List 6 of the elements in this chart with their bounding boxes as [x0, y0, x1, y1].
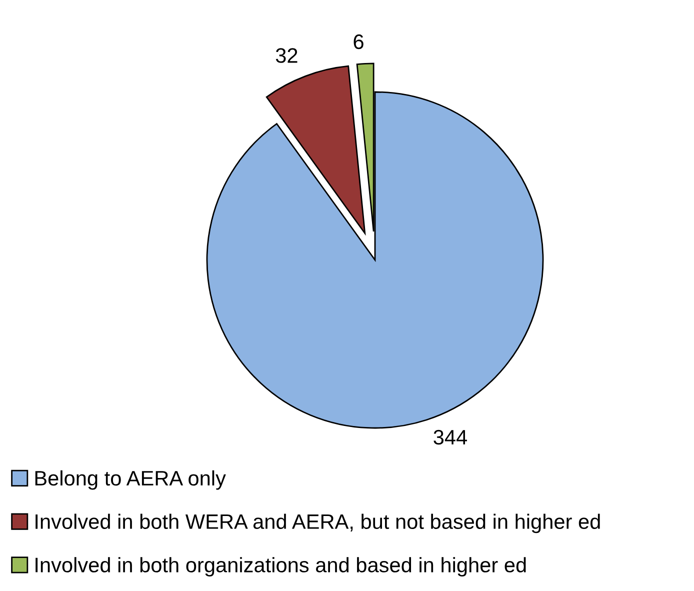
legend-label: Involved in both organizations and based in higher ed — [36, 557, 526, 577]
legend-label: Belong to AERA only — [35, 470, 226, 490]
legend-label: Involved in both WERA and AERA, but not based in higher ed — [36, 514, 600, 534]
data-label: 6 — [354, 34, 364, 50]
data-label: 32 — [276, 48, 298, 63]
data-label: 344 — [434, 430, 467, 445]
